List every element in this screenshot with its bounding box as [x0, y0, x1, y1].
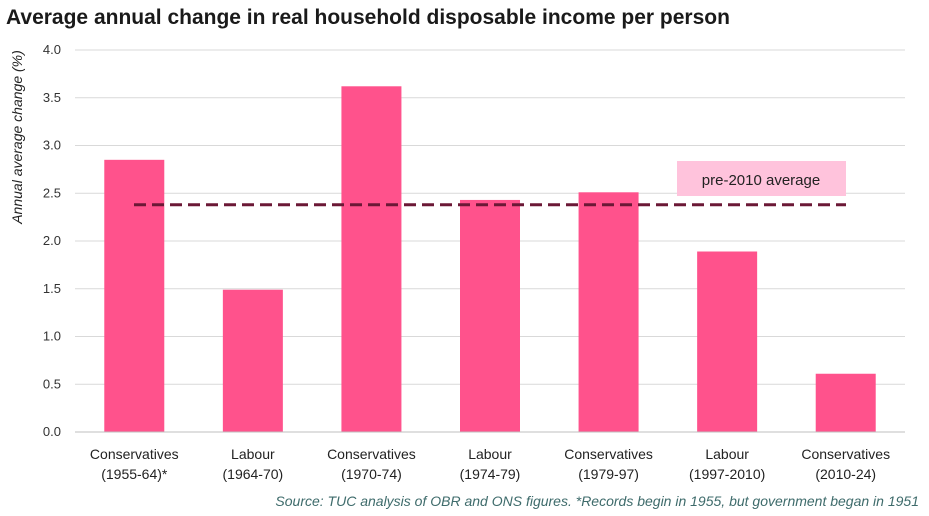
x-axis-categories: Conservatives (1955-64)* Labour (1964-70) Co…: [90, 446, 890, 482]
x-category-label: Labour: [705, 446, 749, 462]
x-category-label: Conservatives: [564, 446, 653, 462]
x-category-label: (1955-64)*: [101, 466, 168, 482]
bar: [460, 199, 520, 432]
y-tick-label: 3.0: [43, 138, 61, 153]
x-category-label: Conservatives: [327, 446, 416, 462]
source-note: Source: TUC analysis of OBR and ONS figu…: [275, 493, 919, 509]
x-category-label: (1979-97): [578, 466, 639, 482]
bar: [341, 86, 402, 432]
y-axis-label: Annual average change (%): [9, 50, 25, 225]
reference-line-label: pre-2010 average: [702, 172, 820, 189]
x-category-label: (1997-2010): [689, 466, 765, 482]
y-tick-label: 1.5: [43, 281, 61, 296]
bar: [697, 251, 758, 432]
reference-label-box: [677, 161, 846, 196]
y-tick-label: 2.5: [43, 185, 61, 200]
x-category-label: (1974-79): [460, 466, 521, 482]
bar: [815, 373, 876, 432]
x-category-label: Conservatives: [90, 446, 179, 462]
y-tick-label: 3.5: [43, 90, 61, 105]
x-category-label: (1970-74): [341, 466, 402, 482]
bar-chart: 0.0 0.5 1.0 1.5 2.0 2.5 3.0 3.5 4.0 Annual avera…: [9, 42, 905, 482]
chart-title: Average annual change in real household …: [6, 6, 730, 29]
y-tick-label: 2.0: [43, 233, 61, 248]
y-tick-label: 0.5: [43, 376, 61, 391]
x-category-label: (1964-70): [223, 466, 284, 482]
reference-line-group: pre-2010 average: [134, 161, 846, 207]
bar: [578, 192, 639, 432]
y-axis-ticks: 0.0 0.5 1.0 1.5 2.0 2.5 3.0 3.5 4.0: [43, 42, 61, 439]
x-category-label: Labour: [468, 446, 512, 462]
x-category-label: Conservatives: [801, 446, 890, 462]
y-tick-label: 1.0: [43, 329, 61, 344]
bar: [104, 159, 165, 432]
x-category-label: (2010-24): [815, 466, 876, 482]
y-tick-label: 4.0: [43, 42, 61, 57]
bar: [222, 289, 283, 432]
y-tick-label: 0.0: [43, 424, 61, 439]
x-category-label: Labour: [231, 446, 275, 462]
bars: [104, 86, 876, 432]
